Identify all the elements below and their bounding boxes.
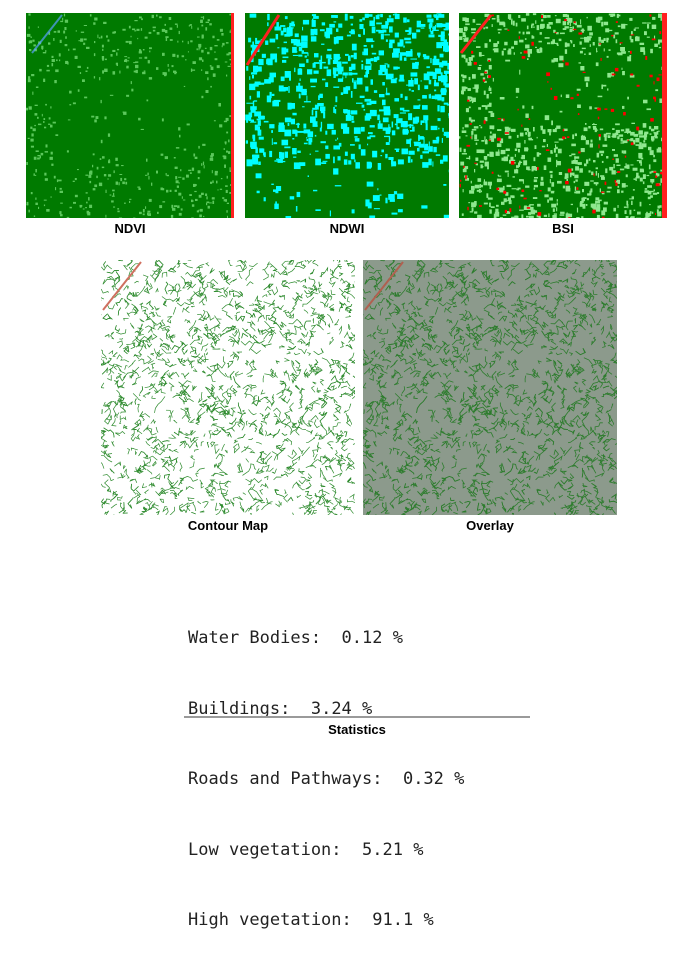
stat-unit: % [393,628,403,648]
statistics-block: Water Bodies: 0.12 % Buildings: 3.24 % R… [188,580,464,956]
stat-label: High vegetation: [188,910,352,930]
statistics-divider [184,716,530,718]
overlay-map [363,260,617,515]
ndwi-caption: NDWI [245,221,449,236]
stat-label: Water Bodies: [188,628,321,648]
contour-caption: Contour Map [101,518,355,533]
ndwi-map [245,13,449,218]
statistics-caption: Statistics [184,722,530,737]
stat-label: Low vegetation: [188,840,342,860]
stat-row-roads: Roads and Pathways: 0.32 % [188,768,464,792]
ndvi-caption: NDVI [26,221,234,236]
stat-row-low-vegetation: Low vegetation: 5.21 % [188,839,464,863]
bsi-caption: BSI [459,221,667,236]
stat-value: 0.32 [403,769,444,789]
stat-unit: % [423,910,433,930]
stat-unit: % [413,840,423,860]
stat-row-high-vegetation: High vegetation: 91.1 % [188,909,464,933]
stat-row-water: Water Bodies: 0.12 % [188,627,464,651]
ndvi-map [26,13,234,218]
overlay-caption: Overlay [363,518,617,533]
stat-value: 91.1 [372,910,413,930]
stat-label: Roads and Pathways: [188,769,382,789]
stat-value: 5.21 [362,840,403,860]
stat-unit: % [454,769,464,789]
bsi-map [459,13,667,218]
stat-value: 0.12 [342,628,383,648]
contour-map [101,260,355,515]
